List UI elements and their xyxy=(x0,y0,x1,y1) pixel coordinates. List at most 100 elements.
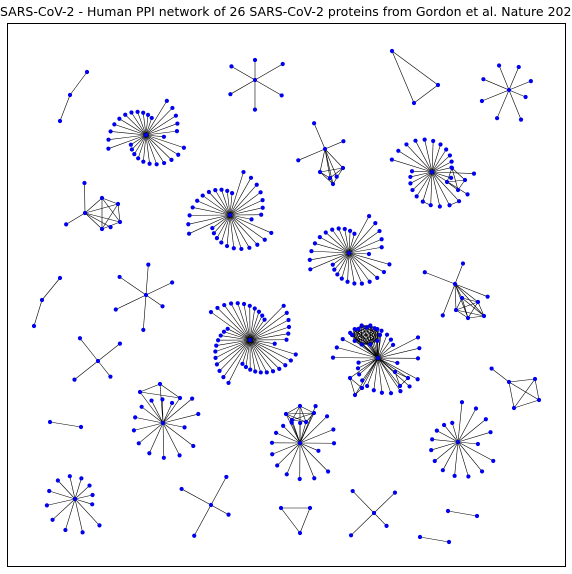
protein-node xyxy=(210,225,215,231)
protein-node xyxy=(438,142,443,147)
ppi-edge xyxy=(74,478,82,500)
protein-node xyxy=(441,422,447,428)
protein-node xyxy=(352,338,357,343)
ppi-edge xyxy=(431,149,447,173)
ppi-edge xyxy=(139,383,161,393)
ppi-edge xyxy=(334,252,350,270)
ppi-edge xyxy=(377,357,401,387)
protein-node xyxy=(388,337,394,342)
protein-node xyxy=(175,121,180,126)
protein-node xyxy=(224,474,229,480)
ppi-edge xyxy=(508,80,531,91)
ppi-edge xyxy=(358,357,379,363)
protein-node xyxy=(289,420,294,425)
ppi-edge xyxy=(377,337,419,359)
ppi-edge xyxy=(348,252,378,279)
protein-node xyxy=(190,396,195,401)
protein-node xyxy=(50,517,55,522)
ppi-edge xyxy=(337,252,350,275)
ppi-edge xyxy=(373,492,396,514)
ppi-edge xyxy=(145,115,177,136)
protein-node xyxy=(398,389,403,394)
protein-node xyxy=(365,383,370,389)
ppi-edge xyxy=(249,315,263,341)
ppi-edge xyxy=(377,334,381,359)
protein-node xyxy=(108,374,113,379)
ppi-edge xyxy=(309,252,350,261)
protein-node xyxy=(429,169,435,175)
protein-node xyxy=(389,157,394,162)
ppi-edge xyxy=(208,191,231,216)
ppi-edge xyxy=(84,212,121,223)
protein-node xyxy=(330,355,336,360)
ppi-edge xyxy=(46,498,76,506)
ppi-edge xyxy=(162,422,180,456)
protein-node xyxy=(90,492,95,498)
protein-node xyxy=(191,443,196,449)
ppi-edge xyxy=(299,507,311,534)
protein-node xyxy=(149,398,154,403)
ppi-edge xyxy=(319,167,344,173)
ppi-edge xyxy=(231,66,256,81)
ppi-edge xyxy=(285,413,307,423)
ppi-edge xyxy=(477,301,485,317)
ppi-edge xyxy=(451,167,459,191)
protein-node xyxy=(262,317,267,322)
ppi-edge xyxy=(461,297,485,317)
protein-node xyxy=(117,341,123,346)
protein-node xyxy=(528,79,533,84)
ppi-edge xyxy=(299,421,307,444)
ppi-edge xyxy=(431,171,474,174)
protein-node xyxy=(390,342,396,347)
protein-node xyxy=(325,469,331,474)
protein-node xyxy=(298,420,303,426)
protein-node xyxy=(63,527,68,533)
edges-layer xyxy=(33,50,540,543)
protein-node xyxy=(160,420,166,426)
ppi-edge xyxy=(348,230,351,254)
ppi-edge xyxy=(291,412,315,421)
ppi-edge xyxy=(226,214,231,247)
ppi-edge xyxy=(188,214,231,225)
ppi-edge xyxy=(431,441,459,451)
ppi-edge xyxy=(110,131,147,136)
ppi-edge xyxy=(454,283,485,317)
protein-node xyxy=(377,228,382,234)
ppi-edge xyxy=(354,328,378,342)
protein-node xyxy=(453,307,459,313)
ppi-edge xyxy=(101,197,121,223)
ppi-edge xyxy=(230,303,251,341)
ppi-edge xyxy=(137,134,147,159)
protein-node xyxy=(128,142,133,147)
protein-node xyxy=(286,324,292,330)
protein-node xyxy=(154,162,159,167)
ppi-edge xyxy=(84,197,103,214)
protein-node xyxy=(262,237,267,242)
ppi-edge xyxy=(496,89,510,119)
ppi-edge xyxy=(491,368,510,383)
protein-node xyxy=(252,77,258,83)
protein-node xyxy=(471,171,477,176)
protein-node xyxy=(459,400,465,405)
ppi-edge xyxy=(229,214,242,250)
ppi-edge xyxy=(430,171,433,206)
ppi-edge xyxy=(224,304,251,341)
protein-node xyxy=(117,219,123,225)
ppi-edge xyxy=(145,264,149,296)
ppi-edge xyxy=(254,79,282,96)
protein-node xyxy=(252,107,258,112)
protein-node xyxy=(284,310,289,315)
ppi-edge xyxy=(249,333,289,341)
ppi-edge xyxy=(229,214,252,220)
ppi-edge xyxy=(457,441,469,477)
protein-node xyxy=(272,341,277,346)
ppi-edge xyxy=(319,148,326,173)
protein-node xyxy=(169,400,175,406)
ppi-edge xyxy=(422,171,433,202)
ppi-edge xyxy=(131,112,147,136)
protein-node xyxy=(413,138,418,143)
ppi-edge xyxy=(370,328,378,345)
protein-node xyxy=(221,329,227,334)
ppi-edge xyxy=(162,398,193,424)
protein-node xyxy=(317,235,322,240)
